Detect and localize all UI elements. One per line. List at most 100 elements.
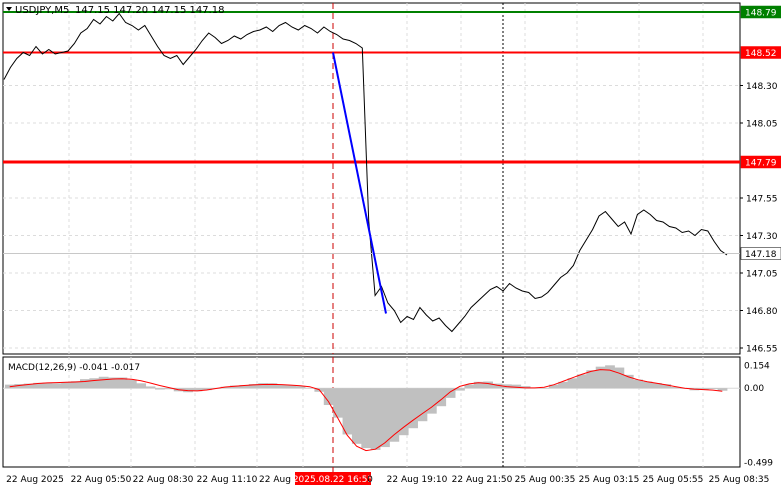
price-axis: 148.79 148.52 148.30 148.05 147.79 147.55 147.… — [740, 5, 781, 355]
projection-layer — [332, 52, 387, 314]
macd-histogram-bar — [548, 384, 559, 389]
macd-histogram-bar — [89, 378, 100, 389]
macd-histogram-bar — [651, 383, 662, 389]
level-price-label: 147.79 — [745, 159, 777, 169]
macd-histogram-bar — [342, 388, 353, 435]
price-series — [3, 12, 740, 333]
time-tick-label: 25 Aug 03:15 — [579, 475, 640, 485]
macd-histogram-bar — [717, 388, 728, 391]
macd-histogram-bar — [70, 381, 81, 389]
price-tick-label: 147.30 — [746, 232, 778, 242]
price-label-box — [740, 155, 781, 169]
macd-tick-label: -0.499 — [744, 458, 773, 468]
projection-line — [332, 52, 387, 314]
macd-histogram-bar — [42, 382, 53, 389]
macd-histogram-bar — [473, 381, 484, 389]
time-tick-label: 0 — [367, 475, 373, 485]
price-tick-label: 146.80 — [746, 307, 778, 317]
price-tick-label: 148.30 — [746, 82, 778, 92]
macd-histogram-bar — [436, 388, 447, 407]
macd-histogram-bar — [539, 388, 550, 389]
macd-label: MACD(12,26,9) -0.041 -0.017 — [8, 363, 140, 373]
macd-histogram-bar — [398, 388, 409, 436]
price-tick-label: 146.55 — [746, 345, 778, 355]
macd-histogram-bar — [351, 388, 362, 444]
time-tick-label: 22 Aug — [259, 475, 291, 485]
time-tick-label: 22 Aug 05:50 — [71, 475, 132, 485]
macd-histogram-bar — [633, 379, 644, 389]
macd-histogram-bar — [670, 387, 681, 389]
macd-histogram-bar — [417, 388, 428, 422]
macd-histogram-bar — [558, 381, 568, 389]
macd-histogram-bar — [230, 385, 240, 389]
level-price-label: 148.52 — [745, 49, 777, 59]
macd-histogram-bar — [370, 388, 381, 450]
current-price-label: 147.18 — [745, 250, 777, 260]
macd-histogram-bar — [295, 386, 306, 389]
time-tick-label: 22 Aug 08:30 — [133, 475, 194, 485]
price-label-box — [740, 247, 781, 260]
macd-histogram-bar — [80, 379, 90, 389]
macd-histogram-bar — [23, 383, 34, 389]
macd-histogram-bar — [595, 366, 606, 389]
chart-header: USDJPY,M5 147.15 147.20 147.15 147.18 — [6, 5, 225, 16]
macd-histogram-bar — [389, 388, 400, 442]
macd-histogram-bar — [464, 384, 475, 389]
macd-histogram-bar — [483, 381, 493, 389]
selected-time-label: 2025.08.22 16:55 — [293, 475, 373, 485]
macd-tick-label: 0.00 — [744, 384, 764, 394]
price-label-box — [740, 5, 781, 19]
time-tick-label: 22 Aug 11:10 — [197, 475, 258, 485]
grid — [3, 3, 740, 478]
macd-histogram-bar — [520, 386, 531, 389]
macd-histogram-bar — [408, 388, 418, 429]
price-tick-label: 147.05 — [746, 270, 778, 280]
macd-histogram-bar — [708, 388, 719, 390]
macd-histogram-bar — [14, 384, 25, 389]
macd-tick-label: 0.154 — [744, 361, 770, 371]
time-tick-label: 25 Aug 00:35 — [515, 475, 576, 485]
macd-histogram-bar — [201, 388, 212, 391]
macd-histogram-bar — [126, 379, 137, 389]
macd-histogram-bar — [305, 387, 315, 389]
macd-histogram-bar — [61, 382, 72, 389]
macd-histogram-bar — [164, 388, 175, 390]
macd-histogram-bar — [361, 388, 372, 449]
macd-histogram-bar — [455, 388, 465, 391]
time-axis: 22 Aug 2025 22 Aug 05:50 22 Aug 08:30 22 Au… — [6, 472, 769, 485]
ohlc-values: 147.15 147.20 147.15 147.18 — [75, 5, 225, 16]
time-tick-label: 25 Aug 05:55 — [643, 475, 704, 485]
price-tick-label: 148.05 — [746, 120, 778, 130]
time-tick-label: 22 Aug 19:10 — [387, 475, 448, 485]
macd-histogram-bar — [276, 384, 287, 389]
price-tick-label: 147.55 — [746, 195, 778, 205]
horizontal-levels — [3, 11, 740, 164]
macd-histogram-bar — [117, 377, 128, 389]
macd-histogram-bar — [576, 374, 587, 389]
price-line — [3, 12, 728, 333]
macd-histogram-bar — [239, 385, 250, 389]
macd-histogram-bar — [51, 383, 62, 389]
macd-histogram-bar — [492, 383, 503, 389]
macd-histogram-bar — [98, 376, 109, 389]
dropdown-triangle-icon[interactable] — [6, 7, 12, 11]
macd-histogram-bar — [445, 388, 456, 398]
macd-histogram-bar — [192, 388, 203, 392]
macd-histogram-bar — [642, 381, 653, 389]
macd-histogram-bar — [258, 383, 268, 389]
time-tick-label: 25 Aug 08:35 — [709, 475, 770, 485]
macd-histogram-bar — [380, 388, 390, 448]
level-price-label: 148.79 — [745, 9, 777, 19]
macd-indicator: 0.154 0.00 -0.499 — [3, 361, 773, 468]
selected-time-box — [295, 472, 371, 485]
macd-histogram-bar — [323, 388, 334, 406]
macd-histogram-bar — [586, 370, 597, 389]
macd-histogram-bar — [333, 388, 343, 418]
macd-histogram-bar — [661, 384, 672, 389]
symbol-label: USDJPY,M5 — [15, 5, 69, 16]
macd-histogram-bar — [145, 386, 156, 389]
macd-histogram-bar — [108, 377, 118, 389]
macd-histogram-bar — [623, 374, 634, 389]
macd-histogram-bar — [614, 367, 625, 389]
